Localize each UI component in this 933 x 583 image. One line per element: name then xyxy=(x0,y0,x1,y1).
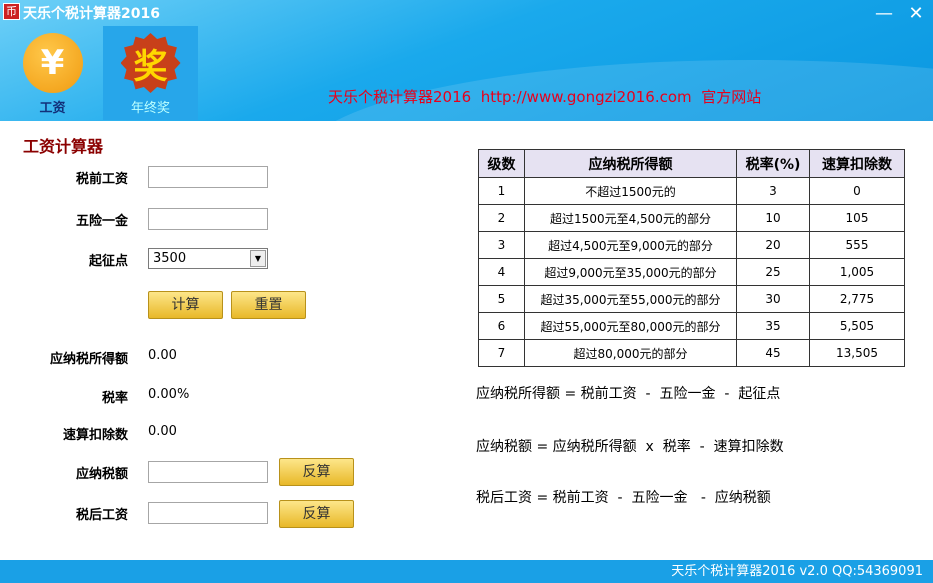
threshold-select[interactable]: 3500 ▼ xyxy=(148,248,268,269)
after-tax-input[interactable] xyxy=(148,502,268,524)
tax-rate-table: 级数 应纳税所得额 税率(%) 速算扣除数 1 不超过1500元的 3 0 2 超过150… xyxy=(478,149,905,367)
table-cell: 超过1500元至4,500元的部分 xyxy=(524,204,737,232)
table-cell: 超过4,500元至9,000元的部分 xyxy=(524,231,737,259)
minimize-button[interactable]: — xyxy=(875,3,893,24)
banner-text: 天乐个税计算器2016 http://www.gongzi2016.com 官方… xyxy=(328,86,761,107)
award-badge-icon: 奖 xyxy=(120,33,181,93)
pretax-label: 税前工资 xyxy=(75,172,128,187)
header-level: 级数 xyxy=(478,149,525,178)
nav-tab-year-end-bonus[interactable]: 奖 年终奖 xyxy=(103,26,198,120)
header-quick-deduction: 速算扣除数 xyxy=(809,149,905,178)
table-cell: 105 xyxy=(809,204,905,232)
insurance-input[interactable] xyxy=(148,208,268,230)
tax-due-input[interactable] xyxy=(148,461,268,483)
app-logo-icon: 币 xyxy=(3,3,20,20)
formula-after-tax: 税后工资 = 税前工资 - 五险一金 - 应纳税额 xyxy=(476,490,771,506)
formula-tax-due: 应纳税额 = 应纳税所得额 x 税率 - 速算扣除数 xyxy=(476,439,784,455)
table-cell: 4 xyxy=(478,258,525,286)
quick-deduction-label: 速算扣除数 xyxy=(62,428,128,443)
table-cell: 1,005 xyxy=(809,258,905,286)
window-title: 天乐个税计算器2016 xyxy=(23,6,160,22)
table-cell: 超过35,000元至55,000元的部分 xyxy=(524,285,737,313)
table-cell: 超过80,000元的部分 xyxy=(524,339,737,367)
status-bar: 天乐个税计算器2016 v2.0 QQ:54369091 xyxy=(0,560,933,583)
website-link[interactable]: http://www.gongzi2016.com xyxy=(480,88,692,106)
table-cell: 5,505 xyxy=(809,312,905,340)
official-site-link[interactable]: 官方网站 xyxy=(701,88,762,106)
yen-coin-icon: ¥ xyxy=(22,33,83,93)
table-cell: 不超过1500元的 xyxy=(524,177,737,205)
tax-rate-label: 税率 xyxy=(101,391,128,406)
tax-rate-value: 0.00% xyxy=(148,387,190,402)
table-cell: 2,775 xyxy=(809,285,905,313)
table-cell: 10 xyxy=(736,204,810,232)
table-cell: 3 xyxy=(478,231,525,259)
tax-due-label: 应纳税额 xyxy=(75,467,128,482)
nav-label: 工资 xyxy=(39,101,66,116)
table-cell: 13,505 xyxy=(809,339,905,367)
table-row: 1 不超过1500元的 3 0 xyxy=(478,177,905,205)
table-cell: 3 xyxy=(736,177,810,205)
threshold-value: 3500 xyxy=(153,251,187,266)
nav-label: 年终奖 xyxy=(130,101,170,116)
table-cell: 555 xyxy=(809,231,905,259)
close-button[interactable]: ✕ xyxy=(908,3,924,24)
taxable-income-value: 0.00 xyxy=(148,348,177,363)
table-cell: 20 xyxy=(736,231,810,259)
section-title: 工资计算器 xyxy=(23,137,104,156)
table-cell: 6 xyxy=(478,312,525,340)
title-bar: 币 天乐个税计算器2016 — ✕ xyxy=(0,0,933,26)
table-cell: 0 xyxy=(809,177,905,205)
table-cell: 5 xyxy=(478,285,525,313)
formula-taxable-income: 应纳税所得额 = 税前工资 - 五险一金 - 起征点 xyxy=(476,386,781,402)
table-cell: 30 xyxy=(736,285,810,313)
chevron-down-icon[interactable]: ▼ xyxy=(250,250,266,267)
reset-button[interactable]: 重置 xyxy=(231,291,306,319)
table-row: 4 超过9,000元至35,000元的部分 25 1,005 xyxy=(478,258,905,286)
table-cell: 超过9,000元至35,000元的部分 xyxy=(524,258,737,286)
threshold-label: 起征点 xyxy=(88,254,128,269)
taxable-income-label: 应纳税所得额 xyxy=(49,352,128,367)
table-cell: 25 xyxy=(736,258,810,286)
table-cell: 7 xyxy=(478,339,525,367)
calculate-button[interactable]: 计算 xyxy=(148,291,223,319)
table-row: 2 超过1500元至4,500元的部分 10 105 xyxy=(478,204,905,232)
table-row: 7 超过80,000元的部分 45 13,505 xyxy=(478,339,905,367)
table-cell: 2 xyxy=(478,204,525,232)
table-cell: 1 xyxy=(478,177,525,205)
table-row: 6 超过55,000元至80,000元的部分 35 5,505 xyxy=(478,312,905,340)
table-row: 5 超过35,000元至55,000元的部分 30 2,775 xyxy=(478,285,905,313)
reverse-calc-salary-button[interactable]: 反算 xyxy=(279,500,354,528)
table-row: 3 超过4,500元至9,000元的部分 20 555 xyxy=(478,231,905,259)
after-tax-label: 税后工资 xyxy=(75,508,128,523)
table-cell: 45 xyxy=(736,339,810,367)
banner-app-name: 天乐个税计算器2016 xyxy=(328,88,472,106)
table-cell: 35 xyxy=(736,312,810,340)
reverse-calc-tax-button[interactable]: 反算 xyxy=(279,458,354,486)
header-taxable-income: 应纳税所得额 xyxy=(524,149,737,178)
quick-deduction-value: 0.00 xyxy=(148,424,177,439)
pretax-salary-input[interactable] xyxy=(148,166,268,188)
nav-tab-salary[interactable]: ¥ 工资 xyxy=(5,26,100,120)
header-tax-rate: 税率(%) xyxy=(736,149,810,178)
insurance-label: 五险一金 xyxy=(75,214,128,229)
table-cell: 超过55,000元至80,000元的部分 xyxy=(524,312,737,340)
